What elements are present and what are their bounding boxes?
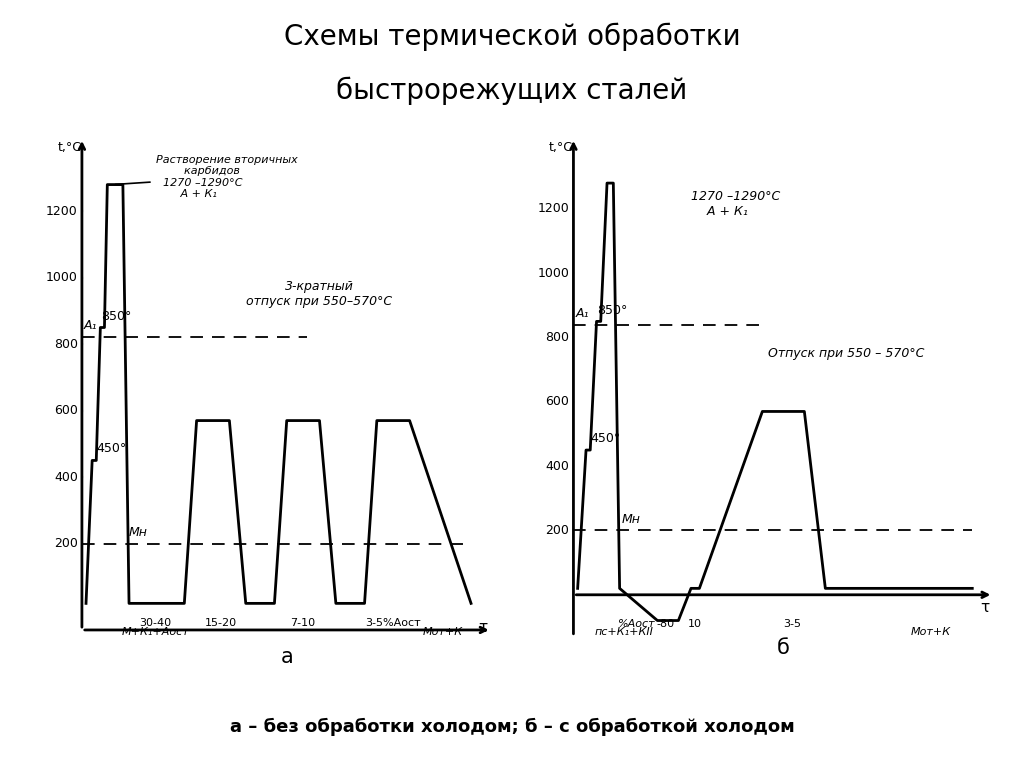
Text: 30-40: 30-40 (139, 618, 172, 628)
Text: M+К₁+Аост: M+К₁+Аост (122, 627, 189, 637)
Text: Мот+К: Мот+К (910, 627, 950, 637)
Text: 15-20: 15-20 (205, 618, 238, 628)
Text: 7-10: 7-10 (291, 618, 315, 628)
Text: %Аост: %Аост (617, 619, 655, 629)
Text: 3-5: 3-5 (782, 619, 801, 629)
Text: 450°: 450° (591, 433, 621, 445)
Text: а: а (281, 647, 293, 667)
Text: 450°: 450° (96, 443, 127, 456)
Text: б: б (777, 638, 790, 658)
Text: τ: τ (980, 600, 989, 614)
Text: 200: 200 (546, 524, 569, 537)
Text: 800: 800 (54, 337, 78, 351)
Text: A₁: A₁ (84, 320, 97, 332)
Text: 200: 200 (54, 537, 78, 550)
Text: t,°C: t,°C (57, 141, 82, 154)
Text: 1200: 1200 (538, 202, 569, 216)
Text: 1270 –1290°С
    A + К₁: 1270 –1290°С A + К₁ (691, 189, 780, 218)
Text: пс+К₁+КII: пс+К₁+КII (594, 627, 653, 637)
Text: Мн: Мн (622, 512, 641, 525)
Text: 600: 600 (546, 395, 569, 408)
Text: 3-5%Аост: 3-5%Аост (366, 618, 421, 628)
Text: 800: 800 (545, 331, 569, 344)
Text: 400: 400 (546, 459, 569, 472)
Text: Отпуск при 550 – 570°С: Отпуск при 550 – 570°С (768, 347, 925, 360)
Text: τ: τ (478, 620, 487, 635)
Text: Мн: Мн (129, 525, 147, 538)
Text: 10: 10 (688, 619, 702, 629)
Text: быстрорежущих сталей: быстрорежущих сталей (336, 77, 688, 105)
Text: -80: -80 (656, 619, 675, 629)
Text: Схемы термической обработки: Схемы термической обработки (284, 23, 740, 51)
Text: t,°С: t,°С (549, 141, 572, 154)
Text: 850°: 850° (100, 310, 131, 322)
Text: 1200: 1200 (46, 205, 78, 218)
Text: 600: 600 (54, 404, 78, 417)
Text: 1000: 1000 (46, 272, 78, 284)
Text: 1000: 1000 (538, 267, 569, 280)
Text: 3-кратный
отпуск при 550–570°С: 3-кратный отпуск при 550–570°С (247, 280, 392, 308)
Text: 400: 400 (54, 471, 78, 483)
Text: Растворение вторичных
        карбидов
  1270 –1290°С
       A + К₁: Растворение вторичных карбидов 1270 –129… (116, 155, 297, 199)
Text: Мот+К: Мот+К (422, 627, 463, 637)
Text: A₁: A₁ (575, 307, 589, 320)
Text: а – без обработки холодом; б – с обработкой холодом: а – без обработки холодом; б – с обработ… (229, 718, 795, 736)
Text: 850°: 850° (597, 304, 628, 317)
